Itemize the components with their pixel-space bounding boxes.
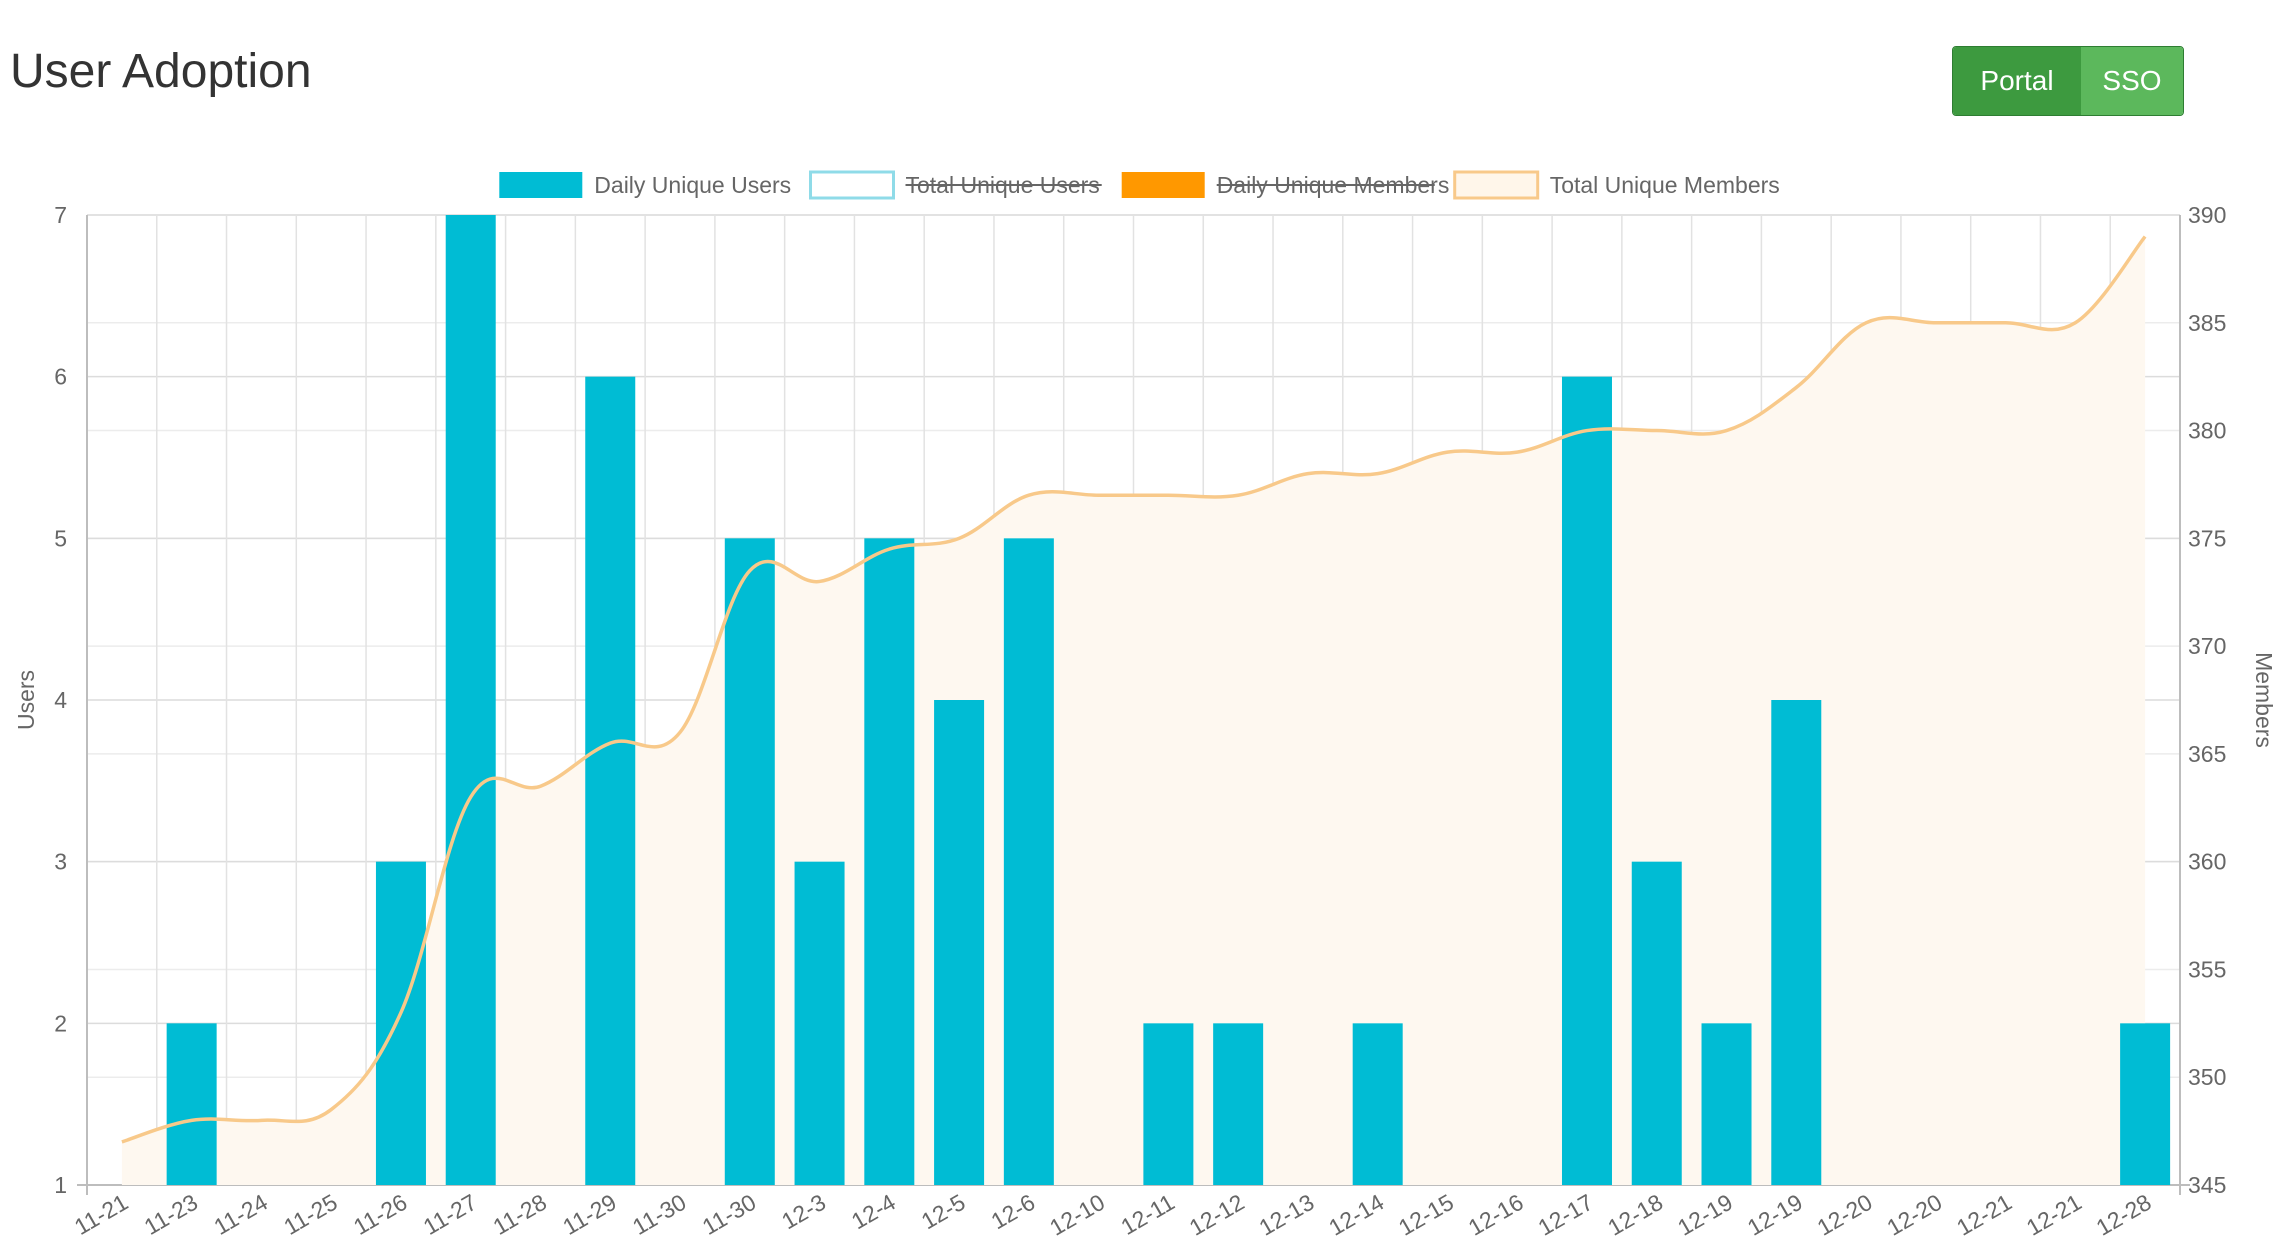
bar-daily-unique-users xyxy=(445,215,496,1185)
x-tick-label: 11-28 xyxy=(489,1189,551,1240)
legend-label[interactable]: Daily Unique Users xyxy=(594,172,791,198)
bar-daily-unique-users xyxy=(2120,1023,2171,1185)
bar-daily-unique-users xyxy=(1143,1023,1194,1185)
members-line xyxy=(121,235,2147,1144)
y-left-tick-label: 2 xyxy=(54,1010,67,1036)
x-tick-label: 12-3 xyxy=(777,1189,830,1235)
x-tick-label: 12-4 xyxy=(847,1189,900,1235)
y-left-tick-label: 4 xyxy=(54,687,67,713)
x-tick-label: 11-24 xyxy=(209,1189,272,1240)
x-tick-label: 11-30 xyxy=(698,1189,760,1240)
y-left-tick-label: 1 xyxy=(54,1172,67,1198)
legend-swatch[interactable] xyxy=(499,172,583,198)
x-tick-label: 12-28 xyxy=(2092,1189,2156,1241)
legend-swatch[interactable] xyxy=(1121,172,1205,198)
x-tick-label: 12-20 xyxy=(1882,1189,1946,1241)
x-tick-label: 12-15 xyxy=(1394,1189,1458,1241)
y-right-tick-label: 390 xyxy=(2188,202,2226,228)
sso-button[interactable]: SSO xyxy=(2081,47,2183,115)
x-tick-label: 12-17 xyxy=(1534,1189,1598,1241)
x-tick-label: 12-6 xyxy=(986,1189,1039,1235)
x-tick-label: 12-19 xyxy=(1743,1189,1807,1241)
y-right-tick-label: 355 xyxy=(2188,956,2226,982)
bar-daily-unique-users xyxy=(1631,861,1682,1185)
y-right-tick-label: 385 xyxy=(2188,310,2226,336)
y-right-tick-label: 350 xyxy=(2188,1064,2226,1090)
x-tick-label: 12-16 xyxy=(1464,1189,1528,1241)
x-tick-label: 12-19 xyxy=(1673,1189,1737,1241)
x-tick-label: 11-27 xyxy=(419,1189,481,1240)
y-right-tick-label: 370 xyxy=(2188,633,2226,659)
y-left-tick-label: 6 xyxy=(54,364,67,390)
x-tick-label: 12-13 xyxy=(1254,1189,1318,1241)
y-right-tick-label: 365 xyxy=(2188,741,2226,767)
x-tick-label: 12-20 xyxy=(1813,1189,1877,1241)
bar-daily-unique-users xyxy=(1771,700,1822,1185)
user-adoption-chart: 123456734535035536036537037538038539011-… xyxy=(13,170,2277,1241)
y-right-tick-label: 380 xyxy=(2188,418,2226,444)
legend-swatch[interactable] xyxy=(1453,170,1540,200)
x-tick-label: 12-10 xyxy=(1045,1189,1109,1241)
y-right-tick-label: 375 xyxy=(2188,525,2226,551)
bar-daily-unique-users xyxy=(1561,376,1612,1185)
bar-daily-unique-users xyxy=(1701,1023,1752,1185)
y-right-axis-title: Members xyxy=(2251,652,2277,748)
bar-daily-unique-users xyxy=(585,376,636,1185)
x-tick-label: 12-5 xyxy=(917,1189,970,1235)
x-tick-label: 12-12 xyxy=(1185,1189,1249,1241)
source-toggle: Portal SSO xyxy=(1952,46,2184,116)
bar-daily-unique-users xyxy=(1352,1023,1403,1185)
x-tick-label: 11-26 xyxy=(349,1189,411,1240)
bar-daily-unique-users xyxy=(375,861,426,1185)
x-tick-label: 11-23 xyxy=(140,1189,202,1240)
x-tick-label: 11-29 xyxy=(558,1189,620,1240)
bar-daily-unique-users xyxy=(1003,538,1054,1185)
y-left-tick-label: 3 xyxy=(54,849,67,875)
x-tick-label: 12-21 xyxy=(2022,1189,2086,1241)
bar-daily-unique-users xyxy=(166,1023,217,1185)
bar-daily-unique-users xyxy=(934,700,985,1185)
y-right-tick-label: 360 xyxy=(2188,849,2226,875)
x-tick-label: 12-14 xyxy=(1324,1189,1388,1241)
bar-daily-unique-users xyxy=(1213,1023,1264,1185)
x-tick-label: 12-18 xyxy=(1603,1189,1667,1241)
bar-daily-unique-users xyxy=(864,538,915,1185)
y-left-axis-title: Users xyxy=(13,670,39,730)
y-right-tick-label: 345 xyxy=(2188,1172,2226,1198)
y-left-tick-label: 5 xyxy=(54,525,67,551)
x-tick-label: 11-25 xyxy=(279,1189,341,1240)
x-tick-label: 11-30 xyxy=(628,1189,690,1240)
legend-label[interactable]: Total Unique Members xyxy=(1550,172,1780,198)
x-tick-label: 12-21 xyxy=(1952,1189,2016,1241)
bar-daily-unique-users xyxy=(794,861,845,1185)
x-tick-label: 11-21 xyxy=(70,1189,132,1240)
portal-button[interactable]: Portal xyxy=(1953,47,2081,115)
page-title: User Adoption xyxy=(10,45,312,98)
bar-daily-unique-users xyxy=(724,538,775,1185)
legend-swatch[interactable] xyxy=(809,170,895,200)
x-tick-label: 12-11 xyxy=(1116,1189,1178,1240)
y-left-tick-label: 7 xyxy=(54,202,67,228)
